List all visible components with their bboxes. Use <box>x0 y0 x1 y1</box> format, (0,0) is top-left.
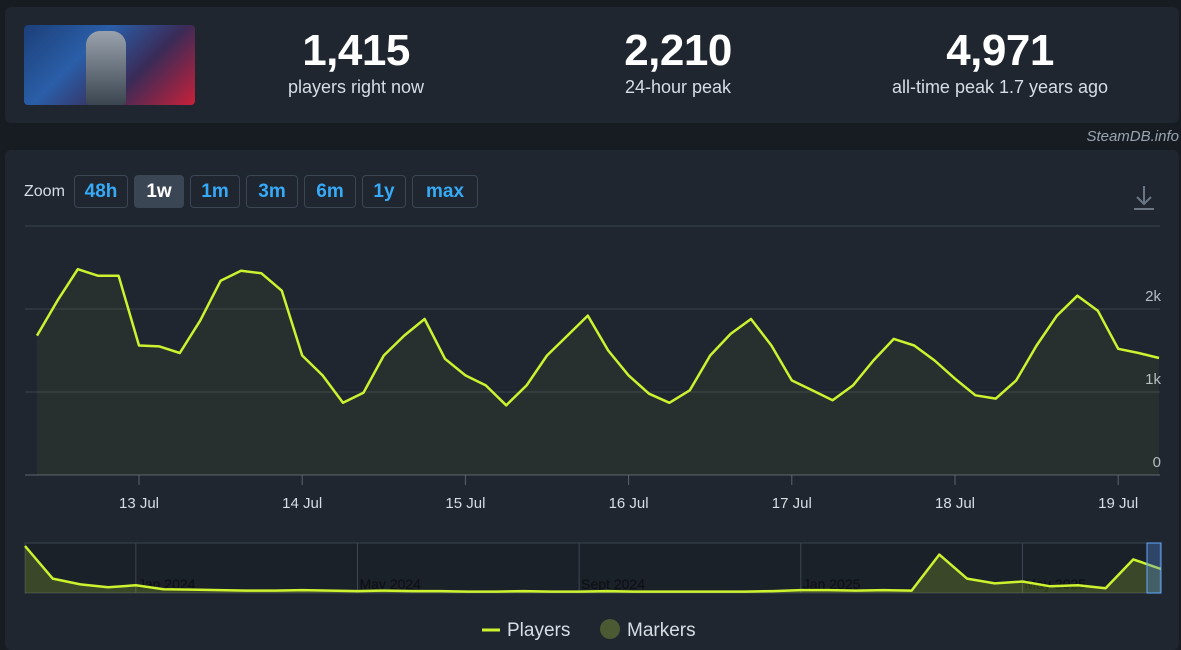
line <box>35 267 1160 407</box>
stat: 1,415 players right now <box>206 26 506 98</box>
legend-swatch <box>600 619 620 639</box>
zoom-button[interactable]: 1m <box>190 175 240 208</box>
game-thumbnail <box>24 25 195 105</box>
zoom-button[interactable]: max <box>412 175 478 208</box>
navigator-window <box>1146 542 1162 594</box>
stat-value: 4,971 <box>946 26 1054 75</box>
x-tick-label: 13 Jul <box>119 495 159 512</box>
zoom-button[interactable]: 6m <box>304 175 356 208</box>
legend-label: Markers <box>627 620 696 641</box>
stat-label: all-time peak 1.7 years ago <box>891 77 1109 97</box>
stat: 2,210 24-hour peak <box>528 26 828 98</box>
x-tick-label: May 2025 <box>1024 576 1086 592</box>
y-tick-label: 0 <box>1153 454 1161 471</box>
x-tick-label: 19 Jul <box>1098 495 1138 512</box>
zoom-button[interactable]: 48h <box>74 175 128 208</box>
stats-card <box>5 7 1179 123</box>
zoom-button[interactable]: 1y <box>362 175 406 208</box>
x-tick-label: 14 Jul <box>282 495 322 512</box>
line <box>24 545 1162 593</box>
area <box>37 269 1159 475</box>
zoom-button[interactable]: 1w <box>134 175 184 208</box>
stat: 4,971 all-time peak 1.7 years ago <box>850 26 1150 98</box>
x-tick-label: 18 Jul <box>935 495 975 512</box>
credit: SteamDB.info <box>1086 128 1179 145</box>
x-tick-label: May 2024 <box>359 576 421 592</box>
x-tick-label: Jan 2025 <box>803 576 861 592</box>
x-tick-label: 15 Jul <box>445 495 485 512</box>
stat-value: 2,210 <box>624 26 732 75</box>
y-tick-label: 2k <box>1145 288 1161 305</box>
legend-label: Players <box>507 620 570 641</box>
x-tick-label: 16 Jul <box>609 495 649 512</box>
zoom-button[interactable]: 3m <box>246 175 298 208</box>
x-tick-label: Sept 2024 <box>581 576 645 592</box>
stat-label: players right now <box>287 77 425 97</box>
stat-label: 24-hour peak <box>624 77 732 97</box>
x-tick-label: 17 Jul <box>772 495 812 512</box>
area <box>25 546 1161 593</box>
download-icon[interactable] <box>1134 186 1154 210</box>
y-tick-label: 1k <box>1145 371 1161 388</box>
stat-value: 1,415 <box>302 26 410 75</box>
zoom-label: Zoom <box>24 183 65 200</box>
